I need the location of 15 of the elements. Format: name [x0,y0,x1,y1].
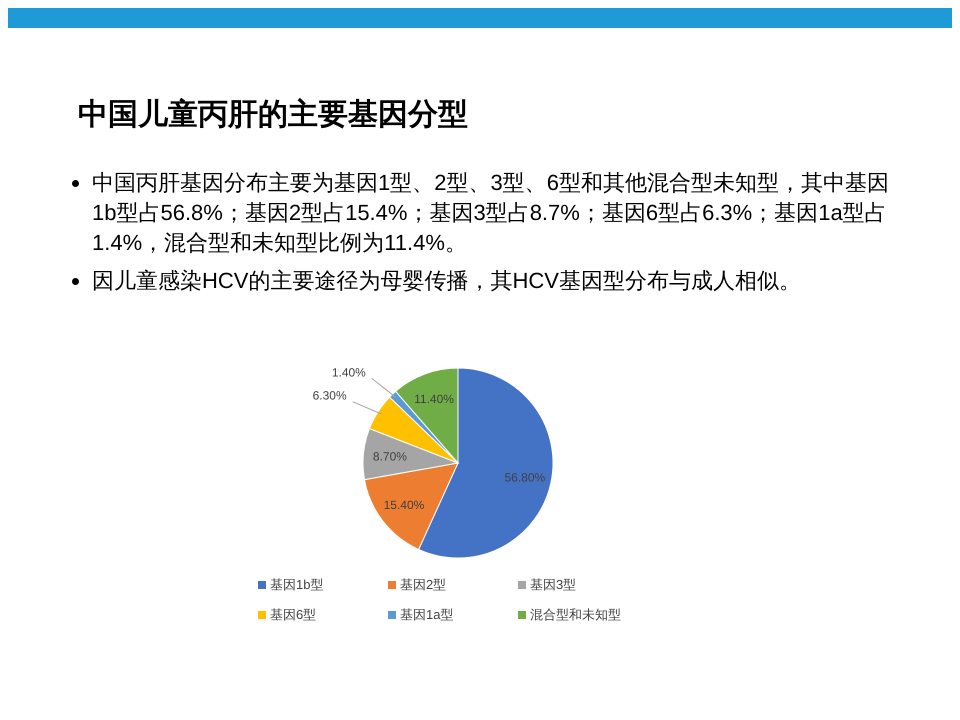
text: 中国丙肝基因分布主要为基因1型、2型、3型、6型和其他混合型未知型，其中基因1b型占56.8%；基因2型占15.4%；基因3型占8.7%；基因6型占6.3%；基因1a型占1.4%，混合型和未知型比例为11.4%。 [92,169,890,257]
legend-label: 基因6型 [270,606,316,624]
data-label: 15.40% [384,498,425,512]
data-label: 56.80% [504,470,546,484]
data-label: 1.40% [332,365,366,380]
text: 因儿童感染HCV的主要途径为母婴传播，其HCV基因型分布与成人相似。 [92,267,801,295]
data-label: 8.70% [372,449,408,464]
chart-title: 中国儿童丙肝的主要基因分型 [78,96,468,133]
legend-label: 混合型和未知型 [530,606,621,624]
legend-label: 基因1a型 [400,606,454,624]
legend-label: 基因3型 [530,576,576,594]
data-label: 11.40% [414,392,454,406]
legend-label: 基因2型 [400,576,446,594]
data-label: 6.30% [312,388,347,403]
legend-label: 基因1b型 [270,576,324,594]
